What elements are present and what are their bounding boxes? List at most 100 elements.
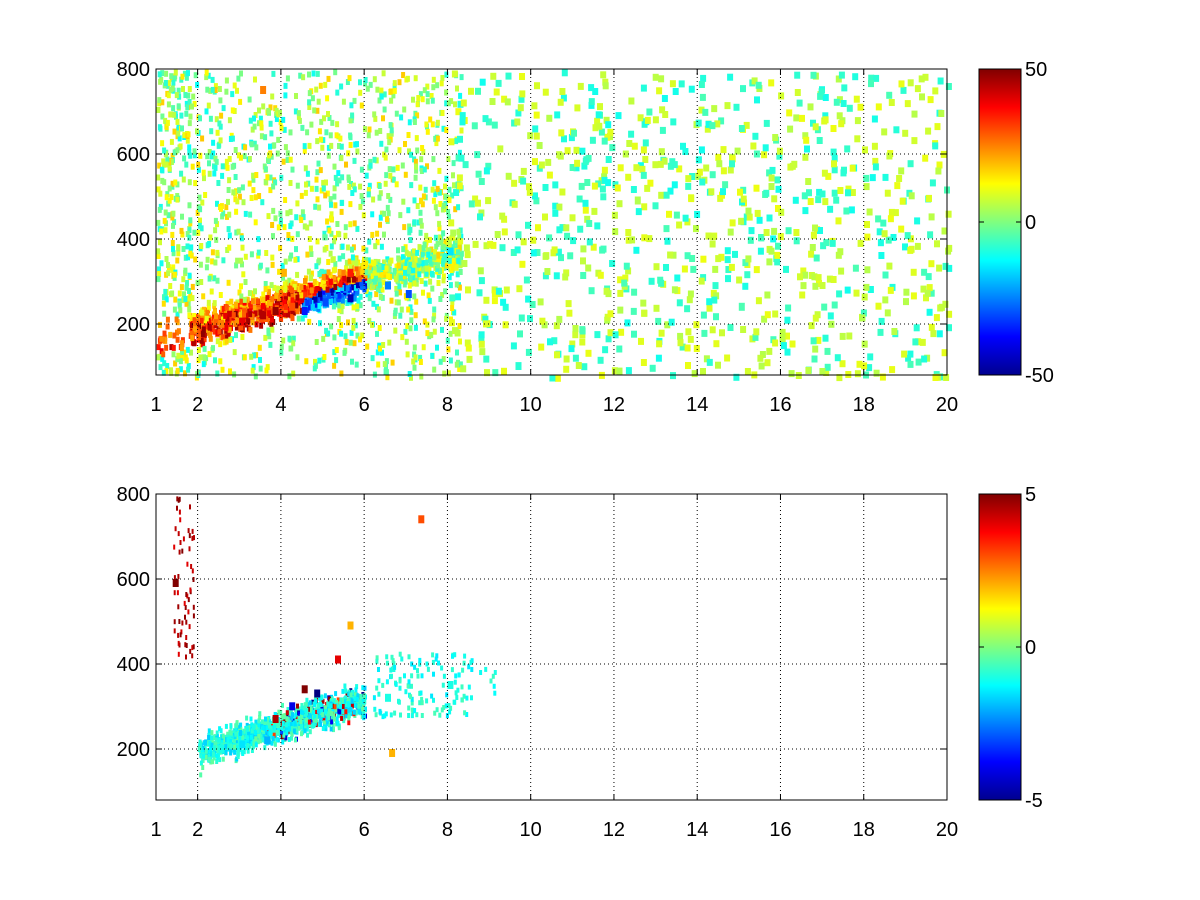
heatmap-cell <box>835 251 842 259</box>
heatmap-cell <box>252 140 257 147</box>
heatmap-cell <box>449 98 454 105</box>
heatmap-cell <box>221 334 226 341</box>
heatmap-cell <box>456 249 460 256</box>
heatmap-cell <box>307 289 312 296</box>
heatmap-cell <box>382 91 387 98</box>
heatmap-cell <box>657 160 664 168</box>
heatmap-cell <box>841 84 848 92</box>
heatmap-cell <box>273 712 277 718</box>
heatmap-cell <box>403 328 408 335</box>
heatmap-cell <box>794 89 801 96</box>
heatmap-cell <box>667 251 674 259</box>
heatmap-cell <box>484 666 488 672</box>
heatmap-cell <box>212 275 217 282</box>
heatmap-cell <box>379 93 384 100</box>
heatmap-cell <box>328 709 332 714</box>
heatmap-cell <box>350 698 354 704</box>
heatmap-cell <box>830 148 837 156</box>
heatmap-cell <box>702 108 709 116</box>
heatmap-cell <box>649 364 656 372</box>
heatmap-cell <box>288 710 292 716</box>
heatmap-cell <box>385 281 391 290</box>
heatmap-cell <box>258 365 263 372</box>
heatmap-cell <box>295 231 300 238</box>
heatmap-cell <box>537 298 544 306</box>
heatmap-cell <box>836 112 843 120</box>
heatmap-cell <box>941 349 948 357</box>
heatmap-cell <box>258 727 262 733</box>
heatmap-cell <box>328 196 333 203</box>
heatmap-cell <box>364 172 369 179</box>
heatmap-cell <box>198 206 203 213</box>
heatmap-cell <box>554 374 561 382</box>
heatmap-cell <box>324 705 327 711</box>
heatmap-cell <box>709 240 716 248</box>
heatmap-cell <box>640 146 647 154</box>
heatmap-cell <box>294 93 298 99</box>
heatmap-cell <box>188 247 193 253</box>
heatmap-cell <box>245 715 249 721</box>
heatmap-cell <box>364 269 369 276</box>
heatmap-cell <box>588 84 595 92</box>
heatmap-cell <box>412 293 417 300</box>
heatmap-cell <box>406 683 410 689</box>
heatmap-cell <box>307 71 311 78</box>
heatmap-cell <box>162 147 167 154</box>
heatmap-cell <box>259 322 264 329</box>
heatmap-cell <box>392 267 397 274</box>
heatmap-cell <box>361 284 365 291</box>
heatmap-cell <box>181 276 186 283</box>
heatmap-cell <box>415 101 420 108</box>
y-tick-label: 200 <box>117 314 150 336</box>
heatmap-cell <box>383 268 387 275</box>
heatmap-cell <box>270 254 275 261</box>
heatmap-cell <box>413 174 418 181</box>
heatmap-cell <box>289 722 293 727</box>
heatmap-cell <box>417 257 422 264</box>
heatmap-cell <box>165 316 170 323</box>
heatmap-cell <box>173 179 178 186</box>
heatmap-cell <box>876 228 883 236</box>
heatmap-cell <box>899 197 906 205</box>
heatmap-cell <box>342 275 347 282</box>
heatmap-cell <box>230 107 235 114</box>
heatmap-cell <box>190 335 195 342</box>
heatmap-cell <box>235 317 240 324</box>
heatmap-cell <box>690 265 697 273</box>
heatmap-cell <box>232 82 237 89</box>
heatmap-cell <box>202 175 206 182</box>
heatmap-cell <box>592 88 599 95</box>
heatmap-cell <box>918 75 925 83</box>
heatmap-cell <box>296 113 301 120</box>
heatmap-cell <box>273 179 278 186</box>
heatmap-cell <box>569 214 576 222</box>
heatmap-cell <box>321 712 325 718</box>
heatmap-cell <box>266 285 271 292</box>
heatmap-cell <box>412 219 417 226</box>
heatmap-cell <box>316 259 321 266</box>
heatmap-cell <box>246 318 251 325</box>
heatmap-cell <box>328 722 331 728</box>
heatmap-cell <box>673 211 680 219</box>
heatmap-cell <box>201 293 206 300</box>
heatmap-cell <box>581 162 588 170</box>
heatmap-cell <box>250 298 255 305</box>
heatmap-cell <box>262 732 265 738</box>
heatmap-cell <box>397 79 402 86</box>
heatmap-cell <box>783 265 789 273</box>
heatmap-cell <box>740 326 747 333</box>
heatmap-cell <box>363 685 367 691</box>
heatmap-cell <box>378 345 382 352</box>
heatmap-cell <box>886 91 893 99</box>
heatmap-cell <box>272 307 279 315</box>
heatmap-cell <box>907 160 914 168</box>
heatmap-cell <box>255 317 260 324</box>
heatmap-cell <box>460 365 467 373</box>
heatmap-cell <box>350 254 355 261</box>
heatmap-cell <box>372 111 377 118</box>
heatmap-cell <box>353 256 358 263</box>
heatmap-cell <box>344 695 347 701</box>
heatmap-cell <box>441 125 446 132</box>
heatmap-cell <box>793 229 800 236</box>
